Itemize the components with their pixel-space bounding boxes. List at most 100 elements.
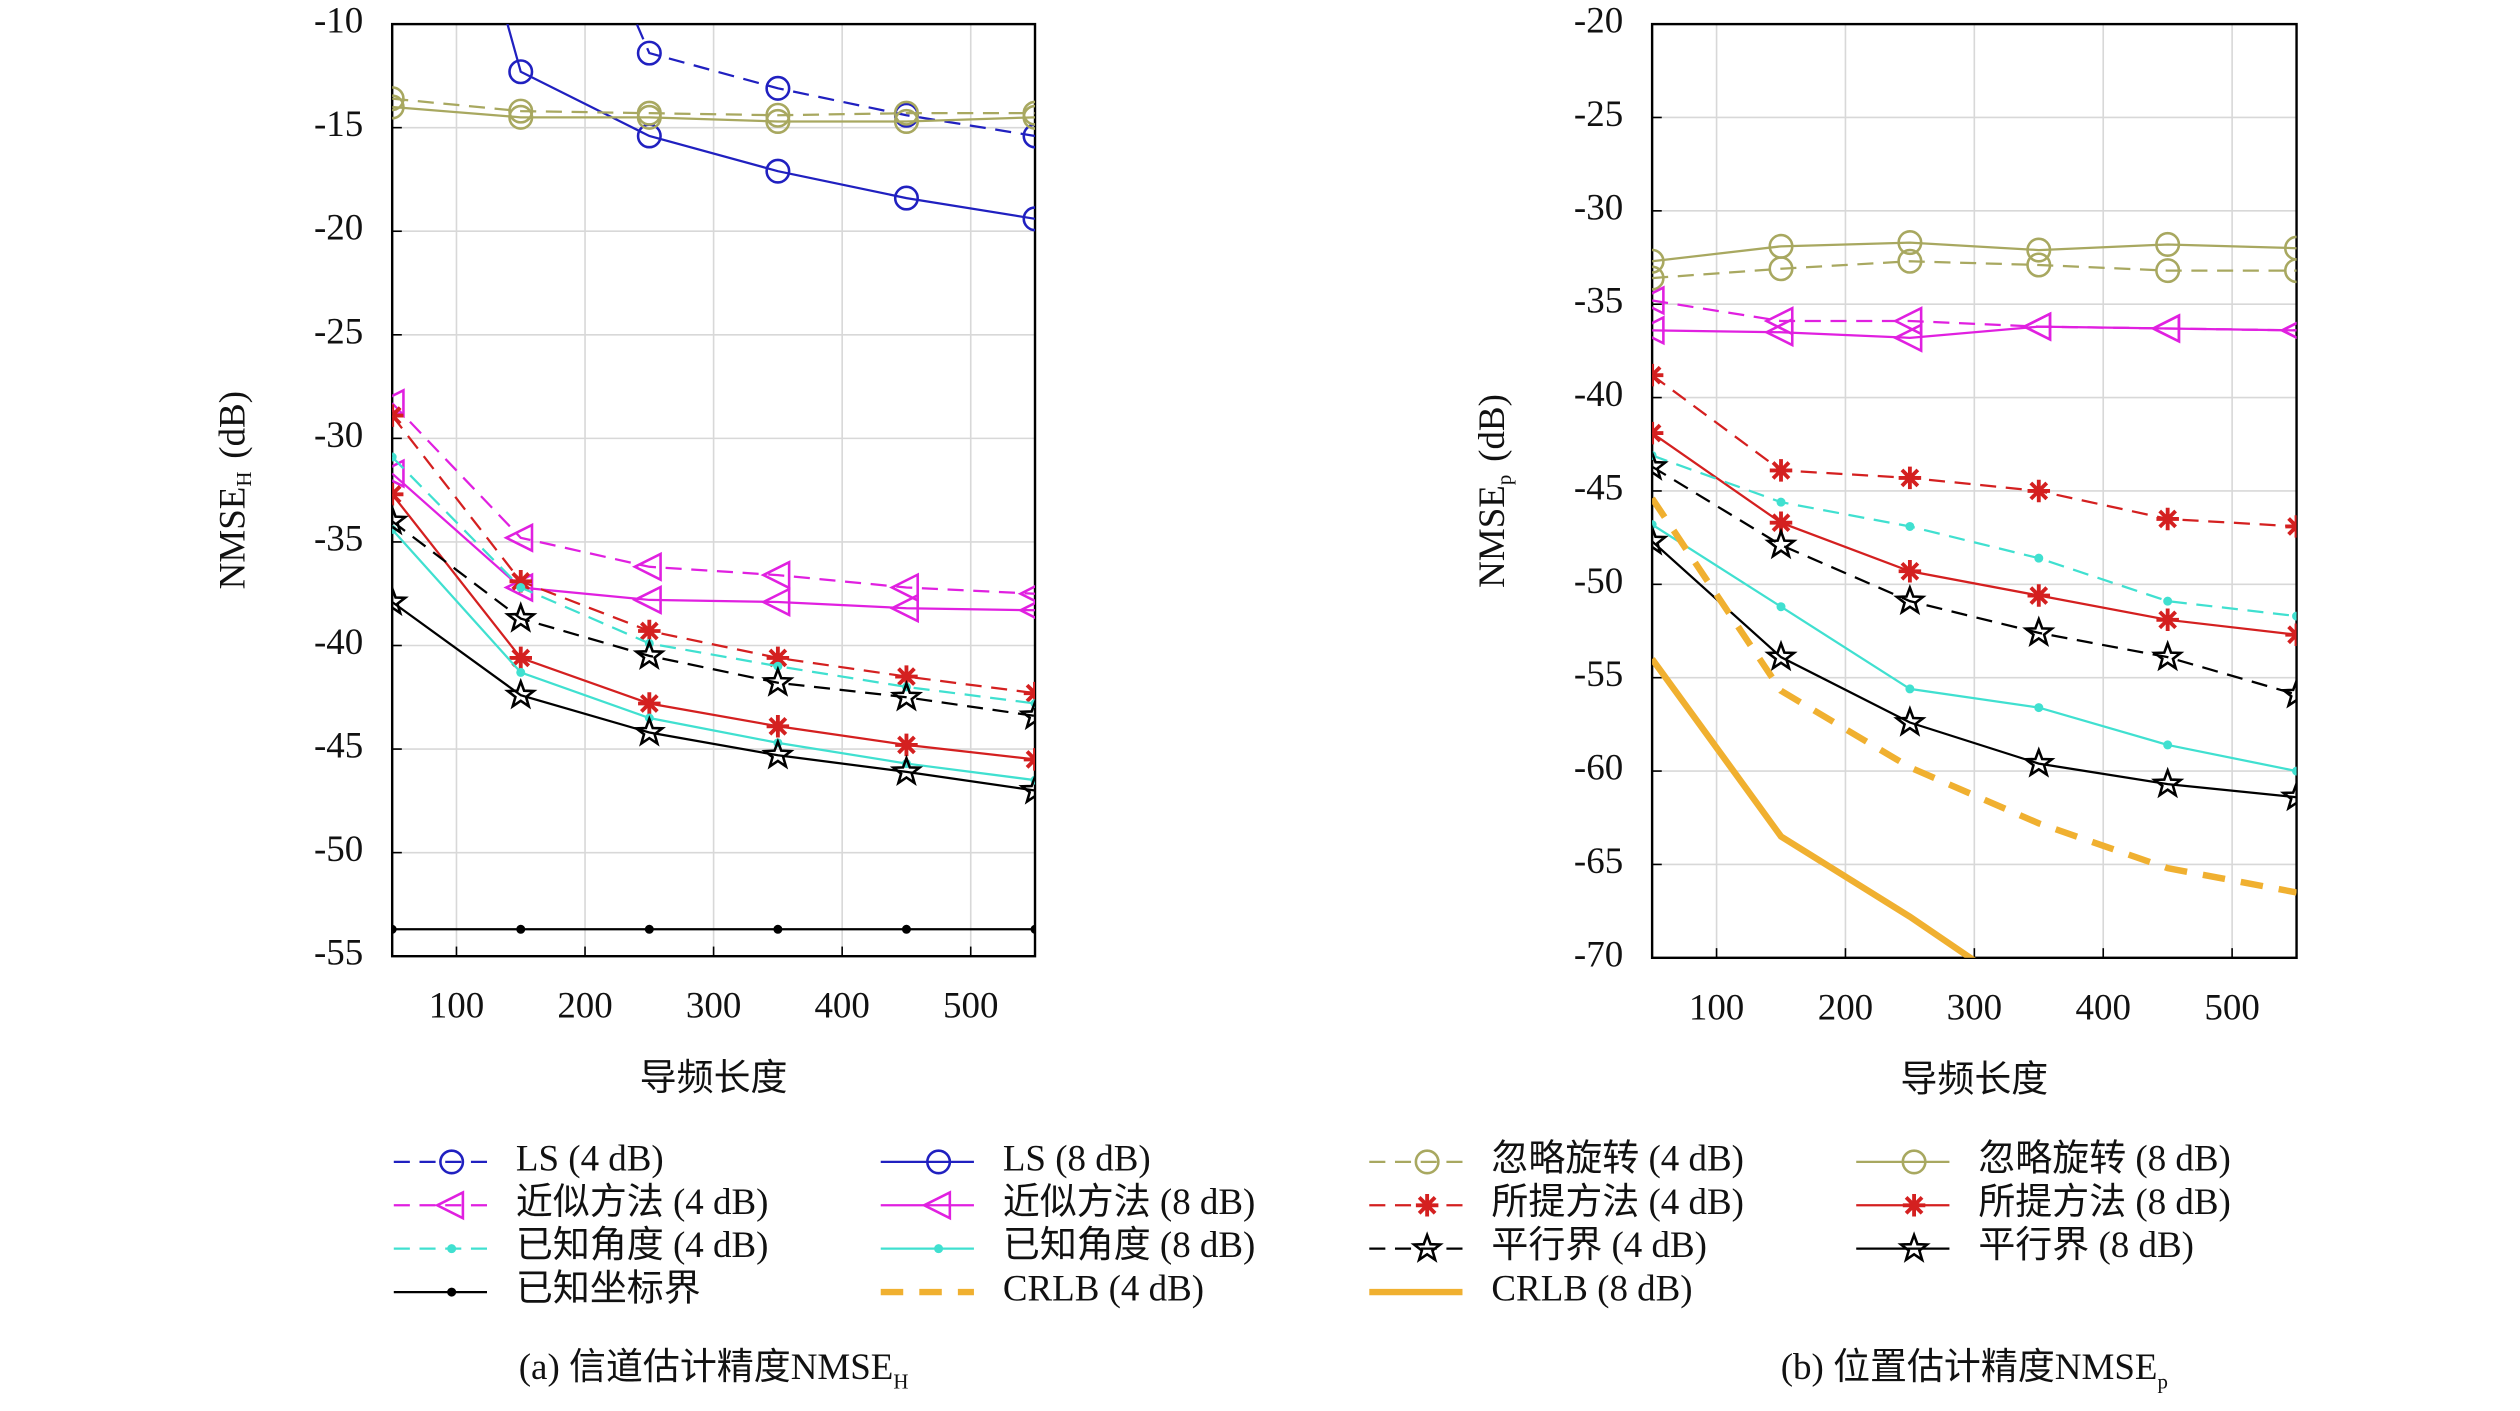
marker [893,100,919,126]
marker [392,458,405,489]
marker [516,924,526,934]
legend-entry: 已知角度 (8 dB) [880,1224,1256,1266]
legend-marker [447,1287,457,1297]
y-tick-label: -50 [314,828,363,869]
marker [1763,317,1794,348]
marker [503,522,534,553]
legend-label: CRLB (8 dB) [1491,1268,1692,1310]
marker [1017,601,1036,619]
marker [1897,230,1923,256]
marker [2034,703,2044,713]
series-line [392,472,1036,612]
caption: (a) 信道估计精度NMSEH [519,1346,909,1393]
marker [1018,773,1036,805]
caption-main: (a) 信道估计精度NMSE [519,1346,894,1388]
marker [1415,1194,1439,1217]
marker [504,601,538,633]
marker [1652,248,1665,274]
legend-marker [1901,1149,1927,1175]
marker [760,587,791,617]
marker [392,503,409,536]
marker [392,584,409,617]
legend-marker [1414,1149,1440,1175]
series-line [1652,454,2297,618]
legend-entry: CRLB (4 dB) [880,1268,1204,1310]
marker [1652,363,1664,387]
series-line [392,414,1036,695]
marker [1898,560,1922,583]
marker [921,1190,952,1221]
marker [392,452,397,462]
marker [1022,104,1036,130]
marker [1776,602,1786,612]
marker [508,98,534,124]
legend-entry: LS (8 dB) [880,1137,1151,1179]
legend-label: 忽略旋转 (8 dB) [1978,1137,2231,1179]
x-tick-label: 400 [814,985,869,1026]
marker [392,388,405,419]
legend-label: 已知角度 (8 dB) [1003,1224,1256,1266]
marker [2279,779,2297,812]
legend-entry: 平行界 (8 dB) [1856,1224,2194,1266]
y-tick-label: -35 [314,517,363,558]
marker [447,1244,457,1254]
y-tick-label: -20 [314,207,363,248]
marker [2292,611,2297,621]
marker [1018,698,1036,731]
marker [392,924,397,934]
x-tick-label: 100 [429,985,484,1026]
x-tick-label: 200 [1818,986,1873,1027]
marker [636,104,662,130]
y-tick-label: -30 [314,414,363,455]
marker [761,737,795,770]
legend-label: 已知坐标界 [516,1268,701,1309]
marker [1022,206,1036,232]
marker [2027,479,2051,503]
y-tick-label: -40 [1574,373,1623,414]
legend-entry: 近似方法 (4 dB) [393,1181,768,1223]
marker [1410,1231,1444,1263]
marker [644,924,654,934]
marker [2279,677,2297,709]
marker [1897,248,1923,274]
marker [1652,315,1665,346]
marker [765,158,791,184]
legend-marker [921,1190,952,1221]
y-tick-label: -35 [1574,280,1623,321]
y-label-sub: p [1492,475,1516,485]
marker [1652,421,1664,445]
marker [766,715,790,738]
marker [766,646,790,670]
marker [2151,639,2185,672]
series-line [1652,523,2297,773]
series-line [506,24,1036,220]
y-label-unit: (dB) [1472,394,1514,462]
legend-label: 近似方法 (8 dB) [1003,1181,1256,1223]
marker [509,570,533,593]
marker [2022,615,2056,648]
legend-entry: 忽略旋转 (8 dB) [1856,1137,2231,1179]
legend-entry: 平行界 (4 dB) [1369,1224,1707,1266]
legend-entry: LS (4 dB) [393,1137,664,1179]
marker [765,75,791,101]
series-line [392,520,1036,718]
marker [434,1190,465,1221]
y-tick-label: -10 [314,0,363,41]
marker [1902,1194,1926,1217]
y-tick-label: -45 [1574,466,1623,507]
marker [1652,449,1669,481]
y-tick-label: -55 [1574,653,1623,694]
marker [1030,924,1036,934]
marker [1769,511,1793,534]
marker [1905,521,1915,531]
marker [895,665,918,688]
x-tick-label: 300 [1947,986,2002,1027]
marker [1898,466,1922,490]
legend-marker [1410,1231,1444,1263]
marker [504,677,538,710]
marker [1652,285,1665,316]
legend-label: CRLB (4 dB) [1003,1268,1204,1310]
marker [509,646,533,670]
x-tick-label: 200 [557,985,612,1026]
marker [2279,321,2297,340]
